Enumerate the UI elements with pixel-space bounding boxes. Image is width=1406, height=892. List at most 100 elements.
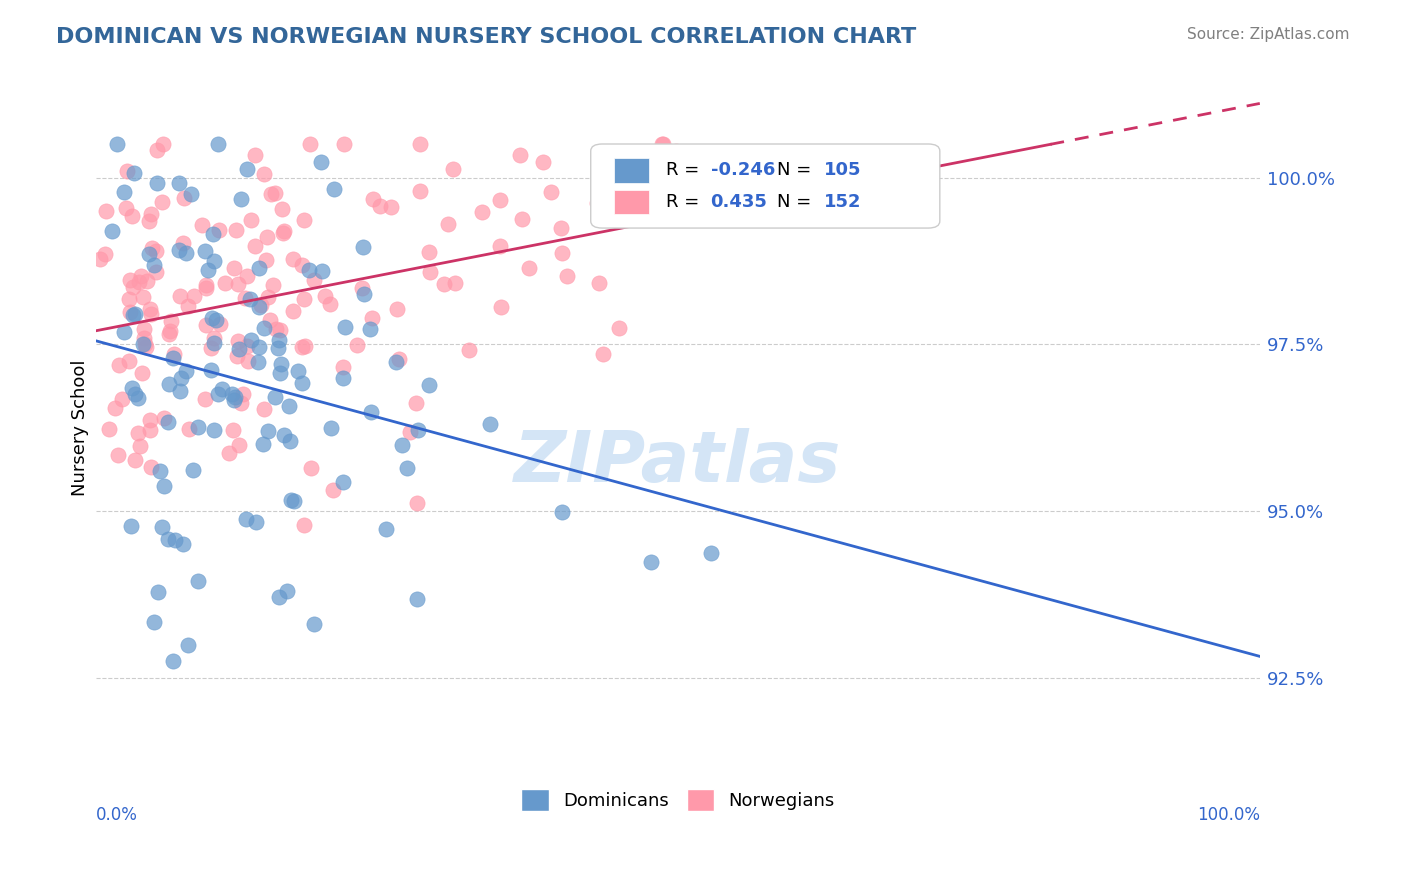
- Point: [319, 297, 342, 311]
- Point: [138, 247, 160, 261]
- Point: [531, 154, 554, 169]
- Point: [153, 411, 176, 425]
- Point: [332, 370, 354, 384]
- Point: [399, 425, 422, 440]
- Point: [208, 317, 231, 331]
- Point: [257, 424, 280, 438]
- Point: [127, 391, 149, 405]
- Point: [229, 193, 252, 207]
- Point: [177, 422, 200, 436]
- Point: [322, 483, 344, 498]
- Text: ZIPatlas: ZIPatlas: [515, 428, 842, 497]
- Point: [139, 423, 162, 437]
- Point: [134, 331, 156, 345]
- Point: [165, 533, 187, 547]
- Text: R =: R =: [666, 194, 706, 211]
- Point: [333, 137, 356, 152]
- Point: [141, 307, 163, 321]
- Point: [287, 364, 309, 378]
- Point: [273, 427, 295, 442]
- Text: 152: 152: [824, 194, 860, 211]
- Point: [471, 205, 494, 219]
- Point: [224, 390, 246, 404]
- Point: [218, 446, 240, 460]
- Point: [408, 423, 430, 437]
- Point: [162, 351, 184, 365]
- Point: [118, 273, 141, 287]
- Point: [652, 137, 675, 152]
- Point: [194, 244, 217, 259]
- Point: [254, 253, 277, 268]
- Point: [551, 505, 574, 519]
- Point: [273, 223, 295, 237]
- Point: [172, 236, 194, 251]
- Point: [138, 214, 160, 228]
- Point: [122, 166, 145, 180]
- Point: [135, 340, 157, 354]
- Point: [346, 338, 368, 352]
- Point: [640, 555, 662, 569]
- Point: [433, 277, 456, 292]
- Point: [247, 340, 270, 354]
- Point: [299, 137, 322, 152]
- Point: [146, 176, 169, 190]
- Point: [149, 464, 172, 478]
- Point: [235, 512, 257, 526]
- Point: [374, 522, 396, 536]
- Point: [517, 260, 540, 275]
- Point: [205, 313, 228, 327]
- Point: [167, 176, 190, 190]
- Point: [228, 342, 250, 356]
- Point: [239, 333, 262, 347]
- Point: [240, 213, 263, 227]
- Point: [409, 137, 432, 152]
- Point: [167, 243, 190, 257]
- Point: [132, 337, 155, 351]
- Point: [228, 438, 250, 452]
- Point: [380, 200, 402, 214]
- Point: [107, 448, 129, 462]
- Point: [120, 305, 142, 319]
- Point: [124, 308, 146, 322]
- Point: [150, 194, 173, 209]
- Point: [488, 238, 510, 252]
- Text: 105: 105: [824, 161, 860, 179]
- Point: [588, 276, 610, 290]
- Point: [104, 401, 127, 415]
- Point: [291, 340, 314, 354]
- Point: [257, 289, 280, 303]
- Point: [247, 300, 270, 314]
- Point: [129, 268, 152, 283]
- Point: [323, 182, 346, 196]
- Point: [352, 240, 374, 254]
- Point: [200, 363, 222, 377]
- Point: [309, 155, 332, 169]
- Point: [150, 520, 173, 534]
- Point: [132, 290, 155, 304]
- Point: [714, 195, 737, 210]
- Point: [271, 202, 294, 216]
- Bar: [614, 158, 650, 183]
- Point: [437, 217, 460, 231]
- Point: [385, 354, 408, 368]
- Point: [180, 187, 202, 202]
- Point: [333, 319, 356, 334]
- Point: [586, 196, 609, 211]
- Point: [457, 343, 479, 358]
- Point: [243, 239, 266, 253]
- Point: [291, 258, 314, 272]
- Point: [194, 392, 217, 406]
- Point: [368, 199, 391, 213]
- Point: [444, 276, 467, 290]
- Point: [195, 281, 218, 295]
- Point: [139, 302, 162, 317]
- Point: [304, 617, 326, 632]
- Point: [121, 308, 143, 322]
- Point: [269, 323, 291, 337]
- Point: [247, 260, 270, 275]
- Point: [148, 585, 170, 599]
- Point: [225, 222, 247, 236]
- Point: [207, 387, 229, 401]
- Point: [159, 324, 181, 338]
- Point: [200, 341, 222, 355]
